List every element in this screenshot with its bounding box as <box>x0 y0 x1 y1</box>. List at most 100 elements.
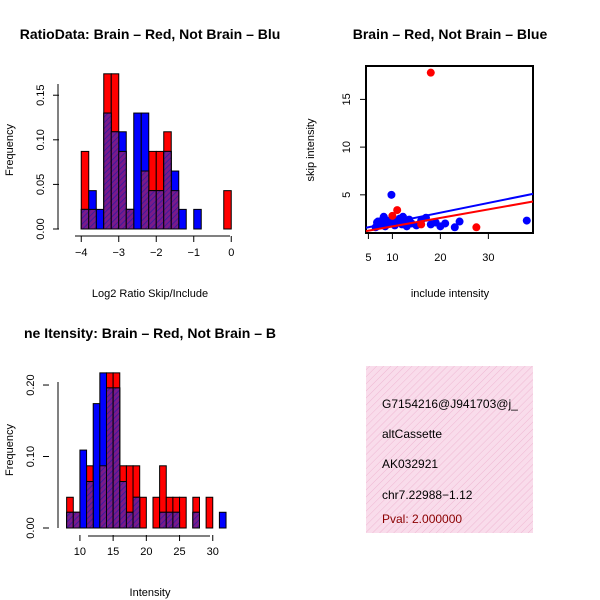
ratio-x-label: Log2 Ratio Skip/Include <box>92 288 208 300</box>
ratio-histogram-bars <box>80 73 232 230</box>
intensity-histogram-bars <box>66 372 227 529</box>
scatter-fit-line-brain <box>365 200 534 233</box>
ratio-y-tick-label: 0.10 <box>35 129 47 150</box>
intensity-x-label: Intensity <box>130 587 171 599</box>
scatter-x-tick-label: 10 <box>386 252 398 264</box>
intensity-bar-overlap <box>192 511 200 529</box>
scatter-point-brain <box>472 223 481 232</box>
intensity-bar-not-brain <box>92 403 101 529</box>
ratio-bar-overlap <box>155 190 165 230</box>
scatter-x-tick-label: 30 <box>482 252 494 264</box>
ratio-bar-overlap <box>140 170 150 230</box>
ratio-y-tick-label: 0.00 <box>35 218 47 239</box>
intensity-bar-overlap <box>165 511 174 529</box>
ratio-x-tick-label: 0 <box>228 247 234 259</box>
scatter-y-tick-label: 15 <box>341 93 353 105</box>
ratio-bar-overlap <box>103 112 112 230</box>
intensity-x-tick-label: 25 <box>173 546 185 558</box>
scatter-point-not-brain <box>387 190 396 199</box>
ratio-bar-not-brain <box>133 112 142 230</box>
info-panel-background <box>366 366 533 533</box>
intensity-y-tick-label: 0.10 <box>25 446 37 467</box>
intensity-bar-overlap <box>99 465 107 529</box>
pval-text: Pval: 2.000000 <box>382 512 462 526</box>
info-line-3: AK032921 <box>382 457 438 471</box>
scatter-plot-box <box>365 65 534 234</box>
scatter-y-tick-label: 5 <box>341 192 353 198</box>
ratio-histogram-title: RatioData: Brain – Red, Not Brain – Blu <box>20 26 281 42</box>
ratio-x-tick-label: −3 <box>112 247 125 259</box>
scatter-point-brain <box>393 206 402 215</box>
ratio-bar-overlap <box>80 208 90 230</box>
scatter-y-ticks: 5 10 15 <box>341 93 366 198</box>
ratio-bar-not-brain <box>95 208 105 230</box>
intensity-x-tick-label: 10 <box>74 546 86 558</box>
intensity-x-ticks: 10 15 20 25 30 <box>74 535 219 558</box>
intensity-y-tick-label: 0.00 <box>25 517 37 538</box>
ratio-y-ticks: 0.00 0.05 0.10 0.15 <box>35 85 59 240</box>
scatter-points <box>365 68 534 233</box>
ratio-bar-overlap <box>148 190 157 230</box>
scatter-point-not-brain <box>379 212 388 221</box>
scatter-point-not-brain <box>398 212 407 221</box>
intensity-bar-overlap <box>119 481 127 529</box>
scatter-panel: Brain – Red, Not Brain – Blue 5 10 20 30 5 1… <box>305 26 547 300</box>
ratio-bar-overlap <box>163 150 172 230</box>
intensity-histogram-title: ne Itensity: Brain – Red, Not Brain – B <box>24 325 276 341</box>
ratio-bar-not-brain <box>193 208 202 230</box>
info-line-4: chr7.22988−1.12 <box>382 488 473 502</box>
intensity-bar-overlap <box>132 496 141 529</box>
ratio-y-tick-label: 0.05 <box>35 174 47 195</box>
intensity-y-tick-label: 0.20 <box>25 374 37 395</box>
ratio-bar-brain <box>223 190 232 230</box>
intensity-x-tick-label: 15 <box>107 546 119 558</box>
intensity-bar-overlap <box>72 511 81 529</box>
scatter-point-not-brain <box>522 216 531 225</box>
scatter-x-ticks: 5 10 20 30 <box>365 233 494 264</box>
ratio-bar-overlap <box>125 208 135 230</box>
info-line-2: altCassette <box>382 427 442 441</box>
ratio-bar-overlap <box>110 131 120 230</box>
scatter-point-brain <box>388 211 397 220</box>
intensity-y-label: Frequency <box>4 424 16 476</box>
ratio-x-ticks: −4 −3 −2 −1 0 <box>75 236 234 259</box>
scatter-point-brain <box>426 68 435 77</box>
intensity-x-tick-label: 20 <box>140 546 152 558</box>
scatter-x-tick-label: 20 <box>434 252 446 264</box>
intensity-x-tick-label: 30 <box>207 546 219 558</box>
scatter-point-not-brain <box>450 223 459 232</box>
ratio-x-tick-label: −2 <box>150 247 163 259</box>
ratio-bar-not-brain <box>178 208 187 230</box>
intensity-bar-not-brain <box>79 449 88 529</box>
intensity-bar-brain <box>139 496 147 529</box>
intensity-bar-brain <box>179 496 187 529</box>
scatter-x-tick-label: 5 <box>365 252 371 264</box>
scatter-y-label: skip intensity <box>305 118 317 181</box>
intensity-bar-brain <box>152 496 161 529</box>
intensity-bar-overlap <box>86 481 94 529</box>
ratio-y-tick-label: 0.15 <box>35 85 47 106</box>
intensity-histogram-panel: ne Itensity: Brain – Red, Not Brain – B … <box>4 325 276 599</box>
ratio-bar-overlap <box>88 208 97 230</box>
scatter-point-not-brain <box>455 217 464 226</box>
intensity-bar-overlap <box>105 387 114 529</box>
scatter-fit-line-not-brain <box>365 192 534 229</box>
ratio-y-label: Frequency <box>4 124 16 176</box>
intensity-bar-not-brain <box>218 511 227 529</box>
scatter-title: Brain – Red, Not Brain – Blue <box>353 26 548 42</box>
intensity-bar-overlap <box>66 511 74 529</box>
ratio-histogram-panel: RatioData: Brain – Red, Not Brain – Blu … <box>4 26 280 300</box>
intensity-bar-overlap <box>172 511 181 529</box>
intensity-bar-overlap <box>125 511 134 529</box>
scatter-point-not-brain <box>441 219 450 228</box>
intensity-bar-overlap <box>112 387 121 529</box>
intensity-bar-brain <box>205 496 214 529</box>
info-panel: G7154216@J941703@j_ altCassette AK032921… <box>366 366 533 533</box>
info-line-1: G7154216@J941703@j_ <box>382 397 518 411</box>
ratio-x-tick-label: −1 <box>187 247 200 259</box>
intensity-bar-overlap <box>159 511 167 529</box>
scatter-y-tick-label: 10 <box>341 141 353 153</box>
ratio-bar-overlap <box>118 150 127 230</box>
intensity-y-ticks: 0.00 0.10 0.20 <box>25 374 49 539</box>
